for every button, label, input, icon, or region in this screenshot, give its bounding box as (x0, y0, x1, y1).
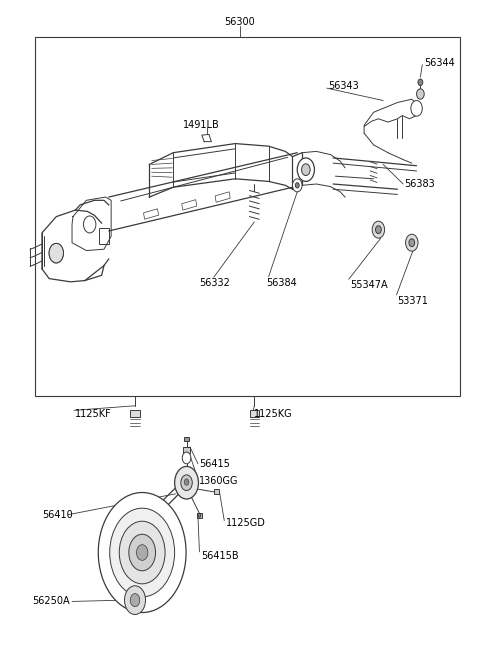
Circle shape (411, 100, 422, 116)
Circle shape (119, 521, 165, 584)
Text: 1125KG: 1125KG (254, 409, 293, 419)
Circle shape (292, 179, 302, 192)
Text: 56384: 56384 (266, 278, 297, 288)
Circle shape (124, 586, 145, 614)
Circle shape (372, 221, 384, 238)
Text: 56383: 56383 (405, 179, 435, 189)
Circle shape (409, 239, 415, 247)
Circle shape (418, 79, 423, 86)
Bar (183, 447, 190, 453)
Circle shape (49, 244, 63, 263)
Text: 56410: 56410 (42, 510, 72, 519)
Circle shape (130, 593, 140, 607)
Circle shape (129, 534, 156, 571)
Circle shape (295, 183, 299, 188)
Bar (130, 410, 140, 417)
Text: 56415B: 56415B (201, 551, 239, 561)
Text: 1360GG: 1360GG (199, 476, 239, 486)
Circle shape (175, 466, 199, 499)
Circle shape (417, 89, 424, 99)
Bar (35, 37, 459, 396)
Bar (182, 200, 197, 210)
Circle shape (182, 452, 191, 464)
Text: 1125KF: 1125KF (75, 409, 112, 419)
Circle shape (301, 164, 310, 176)
Text: 56415: 56415 (199, 458, 230, 469)
Text: 56250A: 56250A (33, 597, 70, 607)
Circle shape (198, 514, 201, 517)
Text: 56343: 56343 (328, 81, 359, 91)
Text: 56300: 56300 (225, 17, 255, 28)
Circle shape (136, 545, 148, 560)
Text: 1491LB: 1491LB (183, 121, 219, 130)
Text: 53371: 53371 (397, 297, 428, 307)
Circle shape (181, 475, 192, 491)
Circle shape (84, 216, 96, 233)
Text: 55347A: 55347A (350, 280, 387, 290)
Circle shape (375, 226, 381, 234)
Text: 56332: 56332 (199, 278, 230, 288)
Text: 56344: 56344 (424, 58, 455, 68)
Bar (184, 437, 190, 441)
Circle shape (184, 479, 189, 485)
Circle shape (110, 508, 175, 597)
Bar (215, 192, 230, 202)
Bar (214, 489, 219, 494)
Bar (144, 209, 158, 219)
Circle shape (297, 158, 314, 181)
Text: 1125GD: 1125GD (226, 517, 265, 527)
Bar (197, 514, 202, 518)
Circle shape (98, 493, 186, 612)
Bar (250, 410, 259, 417)
Bar (99, 228, 109, 244)
Circle shape (406, 234, 418, 251)
